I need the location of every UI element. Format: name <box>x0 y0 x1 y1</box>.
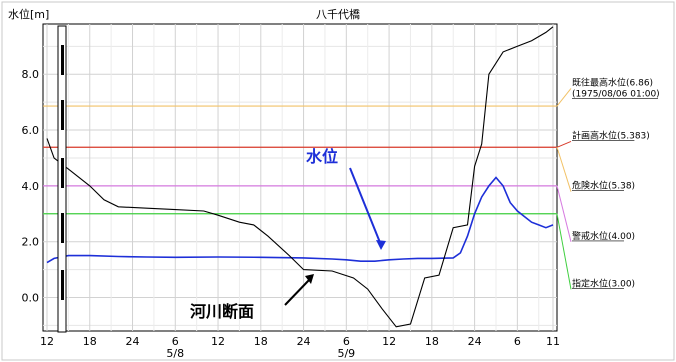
y-tick-label: 6.0 <box>22 124 40 137</box>
x-tick-label: 18 <box>425 335 439 348</box>
reference-label: (1975/08/06 01:00) <box>572 89 660 99</box>
time-cursor-mark <box>61 45 64 75</box>
chart-title: 八千代橋 <box>316 7 360 21</box>
x-tick-label: 18 <box>83 335 97 348</box>
reference-connector <box>556 147 572 192</box>
reference-label: 既往最高水位(6.86) <box>572 76 653 88</box>
annotation-river-section-arrow <box>284 278 311 306</box>
x-tick-label: 6 <box>172 335 179 348</box>
x-tick-label: 18 <box>254 335 268 348</box>
time-cursor-mark <box>61 270 64 300</box>
y-tick-label: 2.0 <box>22 236 40 249</box>
date-label: 5/9 <box>337 347 355 360</box>
reference-connector <box>556 213 572 290</box>
reference-lines <box>43 105 557 215</box>
time-cursor-mark <box>61 100 64 130</box>
reference-label: 警戒水位(4.00) <box>572 230 635 242</box>
annotation-water-level-arrow <box>349 167 382 246</box>
date-labels: 5/8 5/9 <box>166 347 355 360</box>
series-line-river-section <box>46 26 554 328</box>
reference-connectors <box>556 88 572 290</box>
reference-connector <box>556 88 572 107</box>
y-tick-label: 0.0 <box>22 292 40 305</box>
x-tick-label: 24 <box>297 335 311 348</box>
x-tick-label: 6 <box>514 335 521 348</box>
time-cursor-mark <box>61 158 64 188</box>
x-tick-label: 12 <box>40 335 54 348</box>
plot-area <box>42 23 558 332</box>
reference-label: 計画高水位(5.383) <box>572 129 650 141</box>
series-line-water-level <box>46 176 554 264</box>
y-tick-label: 4.0 <box>22 180 40 193</box>
reference-label: 指定水位(3.00) <box>572 277 635 289</box>
x-tick-label: 6 <box>343 335 350 348</box>
annotation-river-section-arrowhead <box>305 274 314 284</box>
x-tick-label: 11 <box>546 335 560 348</box>
annotation-river-section: 河川断面 <box>190 302 254 321</box>
x-tick-label: 24 <box>126 335 140 348</box>
x-axis-ticks: 12 18 24 6 12 18 24 6 12 18 24 6 11 <box>40 335 560 348</box>
date-label: 5/8 <box>166 347 184 360</box>
time-cursor-mark <box>61 213 64 243</box>
reference-connector <box>556 140 572 148</box>
y-axis-ticks: 0.0 2.0 4.0 6.0 8.0 <box>22 68 40 304</box>
reference-connector <box>556 185 572 243</box>
y-tick-label: 8.0 <box>22 68 40 81</box>
series-group <box>46 26 554 328</box>
reference-label: 危険水位(5.38) <box>572 180 635 192</box>
reference-labels: 既往最高水位(6.86) 計画高水位(5.383) 危険水位(5.38) 警戒水位(4… <box>572 76 660 289</box>
y-axis-label: 水位[m] <box>8 7 49 21</box>
x-tick-label: 12 <box>382 335 396 348</box>
annotation-water-level-arrowhead <box>376 240 386 250</box>
x-tick-label: 24 <box>468 335 482 348</box>
annotation-water-level: 水位 <box>306 147 338 166</box>
x-tick-label: 12 <box>211 335 225 348</box>
